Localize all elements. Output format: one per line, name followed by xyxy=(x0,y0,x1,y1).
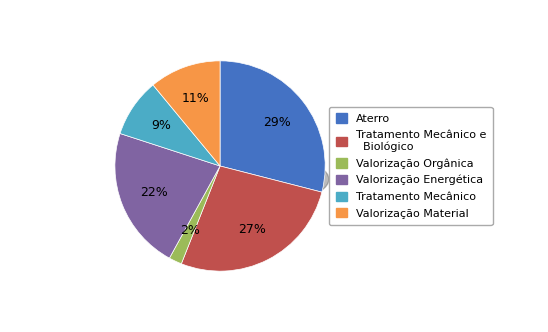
Wedge shape xyxy=(181,166,322,271)
Text: 29%: 29% xyxy=(262,116,290,129)
Text: 2%: 2% xyxy=(180,224,199,237)
Text: 22%: 22% xyxy=(140,186,168,199)
Text: 9%: 9% xyxy=(151,119,171,132)
Wedge shape xyxy=(153,61,220,166)
Legend: Aterro, Tratamento Mecânico e
  Biológico, Valorização Orgânica, Valorização Ene: Aterro, Tratamento Mecânico e Biológico,… xyxy=(329,107,493,225)
Wedge shape xyxy=(220,61,325,192)
Wedge shape xyxy=(169,166,220,264)
Text: 11%: 11% xyxy=(182,92,210,105)
Ellipse shape xyxy=(97,148,329,211)
Wedge shape xyxy=(120,85,220,166)
Wedge shape xyxy=(115,133,220,258)
Text: 27%: 27% xyxy=(238,223,266,236)
